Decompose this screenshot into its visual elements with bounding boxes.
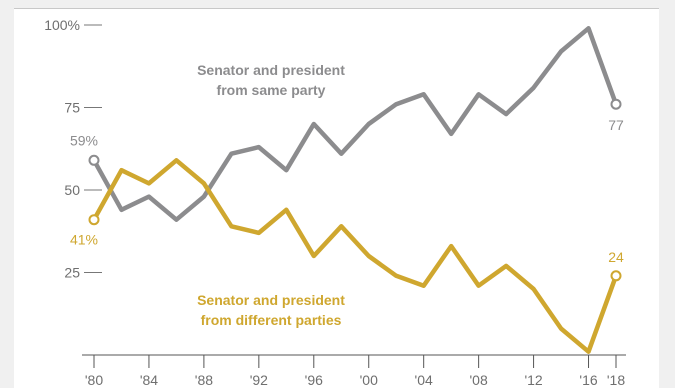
y-tick-label: 75 [64,100,80,116]
series-name-label: Senator and president [197,292,345,308]
line-chart: '80 '84 '88 '92 '96 '00 '04 '08 '12 '16 '18 25 50 75 1… [44,17,626,388]
series-start-label: 41% [70,232,98,248]
series-start-marker [88,214,100,226]
series-name-label: from different parties [201,312,342,328]
x-tick-label: '88 [195,372,213,388]
x-tick-label: '00 [360,372,378,388]
x-tick-label: '80 [85,372,103,388]
chart-panel: '80 '84 '88 '92 '96 '00 '04 '08 '12 '16 '18 25 50 75 1… [14,8,659,388]
series-end-label: 77 [608,117,624,133]
series-end-marker [610,270,622,282]
x-tick-label: '08 [470,372,488,388]
series-start-marker [88,154,100,166]
x-tick-label: '12 [524,372,542,388]
x-tick-label: '92 [250,372,268,388]
series-name-label: Senator and president [197,62,345,78]
series-line [91,26,619,222]
series-name-label: from same party [217,82,326,98]
x-tick-label: '84 [140,372,158,388]
series-start-label: 59% [70,132,98,148]
y-tick-label: 25 [64,265,80,281]
x-tick-label: '96 [305,372,323,388]
x-tick-label: '16 [579,372,597,388]
x-tick-label: '04 [415,372,433,388]
y-tick-label: 100% [44,17,80,33]
series-end-marker [610,98,622,110]
series-end-label: 24 [608,249,624,265]
series-line [91,158,619,354]
y-tick-label: 50 [64,182,80,198]
x-tick-label: '18 [607,372,625,388]
